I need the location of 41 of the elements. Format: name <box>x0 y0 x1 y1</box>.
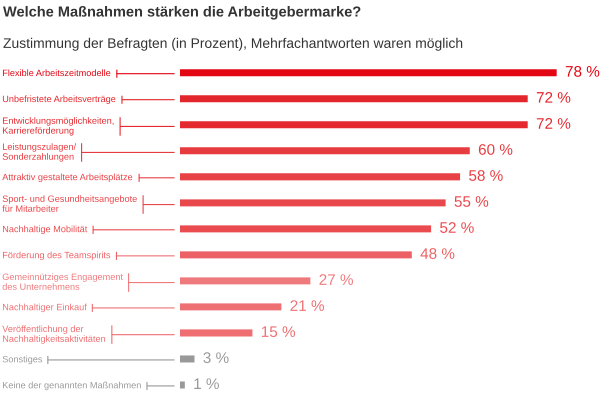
data-label: 48 % <box>420 248 454 259</box>
bar <box>180 225 432 232</box>
y-tick-label: Unbefristete Arbeitsverträge <box>2 95 116 104</box>
data-label: 78 % <box>566 66 600 77</box>
bar <box>180 121 528 128</box>
y-tick-label: Attraktiv gestaltete Arbeitsplätze <box>2 173 132 182</box>
y-tick-label: Gemeinnütziges Engagement des Unternehmens <box>2 273 123 290</box>
chart-subtitle: Zustimmung der Befragten (in Prozent), Mehrfachantworten waren möglich <box>3 38 462 51</box>
bar <box>180 251 412 258</box>
y-tick-label: Sonstiges <box>2 356 42 364</box>
bar <box>180 69 557 76</box>
y-tick-label: Nachhaltige Mobilität <box>2 226 88 234</box>
data-label: 58 % <box>469 170 503 181</box>
y-tick-label: Förderung des Teamspirits <box>2 252 110 260</box>
bar <box>180 199 446 206</box>
data-label: 3 % <box>203 352 229 364</box>
y-tick-label: Leistungszulagen/ Sonderzahlungen <box>2 143 76 162</box>
data-label: 60 % <box>478 144 512 155</box>
y-tick-label: Nachhaltiger Einkauf <box>2 304 87 312</box>
bar <box>180 95 528 102</box>
y-tick-label: Sport- und Gesundheitsangebote für Mitarbeiter <box>2 195 137 212</box>
data-label: 72 % <box>536 92 570 103</box>
data-label: 27 % <box>319 274 353 285</box>
bar <box>180 381 185 388</box>
data-label: 1 % <box>194 378 219 390</box>
bar <box>180 147 470 154</box>
y-tick-label: Keine der genannten Maßnahmen <box>2 382 141 390</box>
data-label: 21 % <box>290 300 324 311</box>
bar <box>180 329 252 336</box>
chart-title: Welche Maßnahmen stärken die Arbeitgebermarke? <box>3 6 360 20</box>
data-label: 15 % <box>262 326 296 338</box>
data-label: 72 % <box>536 118 570 129</box>
bar <box>180 303 282 310</box>
bar <box>180 173 460 180</box>
bar <box>180 277 310 284</box>
y-tick-label: Veröffentlichung der Nachhaltigkeitsaktivitäten <box>2 325 106 344</box>
data-label: 52 % <box>440 222 474 233</box>
bar <box>180 355 194 362</box>
data-label: 55 % <box>454 196 488 207</box>
y-tick-label: Entwicklungsmöglichkeiten, Karriereförderung <box>2 117 114 136</box>
y-tick-label: Flexible Arbeitszeitmodelle <box>2 69 110 76</box>
